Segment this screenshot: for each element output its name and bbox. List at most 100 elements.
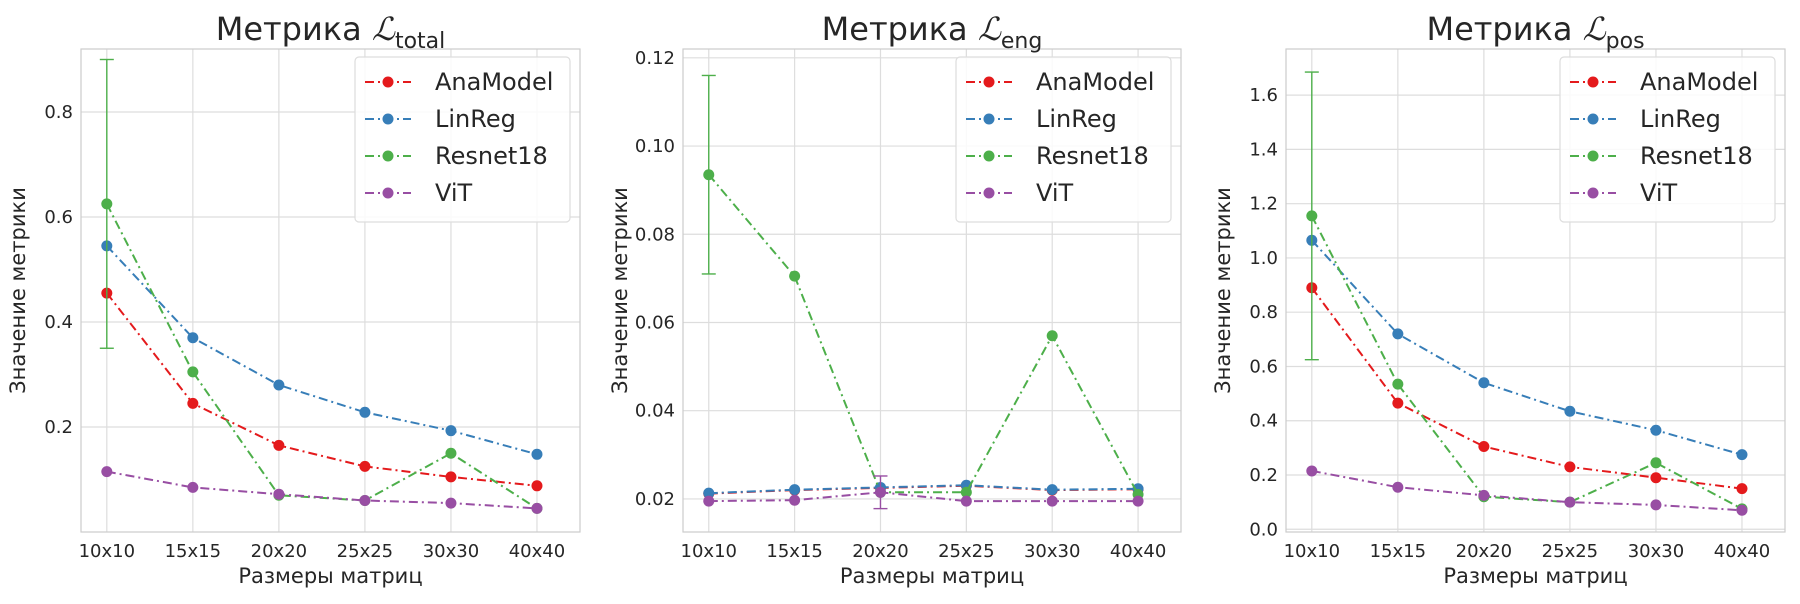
- data-point: [1132, 495, 1144, 507]
- series-line: [106, 292, 538, 487]
- data-point: [1046, 330, 1058, 342]
- y-tick-label: 0.02: [635, 489, 675, 510]
- legend-label: LinReg: [435, 105, 516, 133]
- data-point: [1650, 424, 1662, 436]
- chart-panel-2: 0.02 0.04 0.06 0.08 0.10 0.12 10x10 15x15 20x20 2…: [608, 10, 1182, 588]
- series-vit: [703, 475, 1144, 510]
- legend-entry-anamodel: AnaModel: [1570, 68, 1758, 96]
- chart-title-math: ℒ: [978, 10, 1002, 48]
- legend-label: AnaModel: [1036, 68, 1154, 96]
- data-point: [273, 439, 285, 451]
- legend: AnaModel LinReg Resnet18 ViT: [1559, 56, 1776, 223]
- series-line: [106, 245, 538, 456]
- data-point: [1046, 484, 1058, 496]
- legend-entry-linreg: LinReg: [365, 105, 516, 133]
- legend-label: AnaModel: [1640, 68, 1758, 96]
- series-line: [1310, 215, 1743, 510]
- series-line: [1311, 469, 1743, 512]
- y-tick-label: 1.2: [1249, 194, 1278, 215]
- data-point: [1478, 377, 1490, 389]
- chart-title-text: Метрика: [1426, 10, 1582, 48]
- legend-marker: [983, 113, 995, 125]
- legend-marker: [382, 76, 394, 88]
- legend-marker: [382, 113, 394, 125]
- x-tick-label: 25x25: [337, 541, 393, 562]
- data-point: [960, 486, 972, 498]
- legend-label: ViT: [1640, 179, 1678, 207]
- data-point: [874, 486, 886, 498]
- legend-label: Resnet18: [1036, 142, 1149, 170]
- legend: AnaModel LinReg Resnet18 ViT: [354, 56, 571, 223]
- data-point: [1392, 328, 1404, 340]
- chart-title-subscript: pos: [1606, 29, 1645, 54]
- data-point: [1650, 499, 1662, 511]
- data-point: [359, 460, 371, 472]
- data-point: [703, 495, 715, 507]
- data-point: [445, 471, 457, 483]
- data-point: [187, 332, 199, 344]
- y-tick-label: 0.04: [635, 401, 675, 422]
- data-point: [1392, 481, 1404, 493]
- data-point: [1650, 472, 1662, 484]
- y-axis-label: Значение метрики: [6, 187, 30, 394]
- data-point: [1046, 495, 1058, 507]
- data-point: [1564, 496, 1576, 508]
- data-point: [187, 481, 199, 493]
- x-tick-label: 25x25: [938, 541, 994, 562]
- legend-label: Resnet18: [435, 142, 548, 170]
- data-point: [1392, 378, 1404, 390]
- legend-entry-vit: ViT: [966, 179, 1074, 207]
- legend-marker: [1587, 76, 1599, 88]
- data-point: [187, 397, 199, 409]
- y-tick-label: 1.4: [1249, 139, 1278, 160]
- legend-label: Resnet18: [1640, 142, 1753, 170]
- x-tick-label: 30x30: [1024, 541, 1080, 562]
- data-point: [531, 448, 543, 460]
- legend-frame: [354, 56, 571, 223]
- x-tick-label: 30x30: [423, 541, 479, 562]
- legend-label: ViT: [435, 179, 473, 207]
- x-tick-label: 10x10: [79, 541, 135, 562]
- x-tick-label: 15x15: [766, 541, 822, 562]
- series-line: [106, 470, 538, 510]
- x-tick-label: 40x40: [1714, 541, 1770, 562]
- data-point: [1564, 405, 1576, 417]
- chart-title-math: ℒ: [1583, 10, 1607, 48]
- legend-marker: [1587, 187, 1599, 199]
- plot-frame: [682, 48, 1182, 533]
- series-line: [1311, 239, 1743, 456]
- x-tick-label: 15x15: [165, 541, 221, 562]
- legend-entry-vit: ViT: [1570, 179, 1678, 207]
- x-axis-label: Размеры матриц: [238, 564, 422, 588]
- legend-marker: [382, 187, 394, 199]
- series-anamodel: [101, 287, 543, 492]
- plot-frame: [1285, 48, 1786, 533]
- data-point: [1650, 457, 1662, 469]
- legend-marker: [1587, 113, 1599, 125]
- data-point: [1478, 441, 1490, 453]
- data-point: [1564, 461, 1576, 473]
- data-point: [1306, 210, 1318, 222]
- chart-title: Метрика ℒtotal: [216, 10, 446, 54]
- x-tick-label: 40x40: [509, 541, 565, 562]
- legend-marker: [983, 150, 995, 162]
- data-point: [445, 497, 457, 509]
- x-tick-label: 20x20: [852, 541, 908, 562]
- x-tick-label: 20x20: [1456, 541, 1512, 562]
- x-tick-label: 30x30: [1628, 541, 1684, 562]
- y-tick-label: 0.0: [1249, 519, 1278, 540]
- chart-title-math: ℒ: [372, 10, 396, 48]
- y-tick-label: 0.6: [44, 207, 73, 228]
- y-tick-label: 0.10: [635, 136, 675, 157]
- y-tick-label: 1.0: [1249, 248, 1278, 269]
- data-point: [789, 484, 801, 496]
- data-point: [273, 488, 285, 500]
- x-tick-label: 20x20: [251, 541, 307, 562]
- y-tick-label: 0.2: [44, 417, 73, 438]
- chart-title: Метрика ℒeng: [822, 10, 1043, 54]
- legend-entry-resnet18: Resnet18: [966, 142, 1149, 170]
- chart-panel-3: 0.0 0.2 0.4 0.6 0.8 1.0 1.2 1.4 1.6 10x10 15x15 20x…: [1211, 10, 1786, 588]
- data-point: [101, 466, 113, 478]
- y-tick-label: 0.12: [635, 48, 675, 69]
